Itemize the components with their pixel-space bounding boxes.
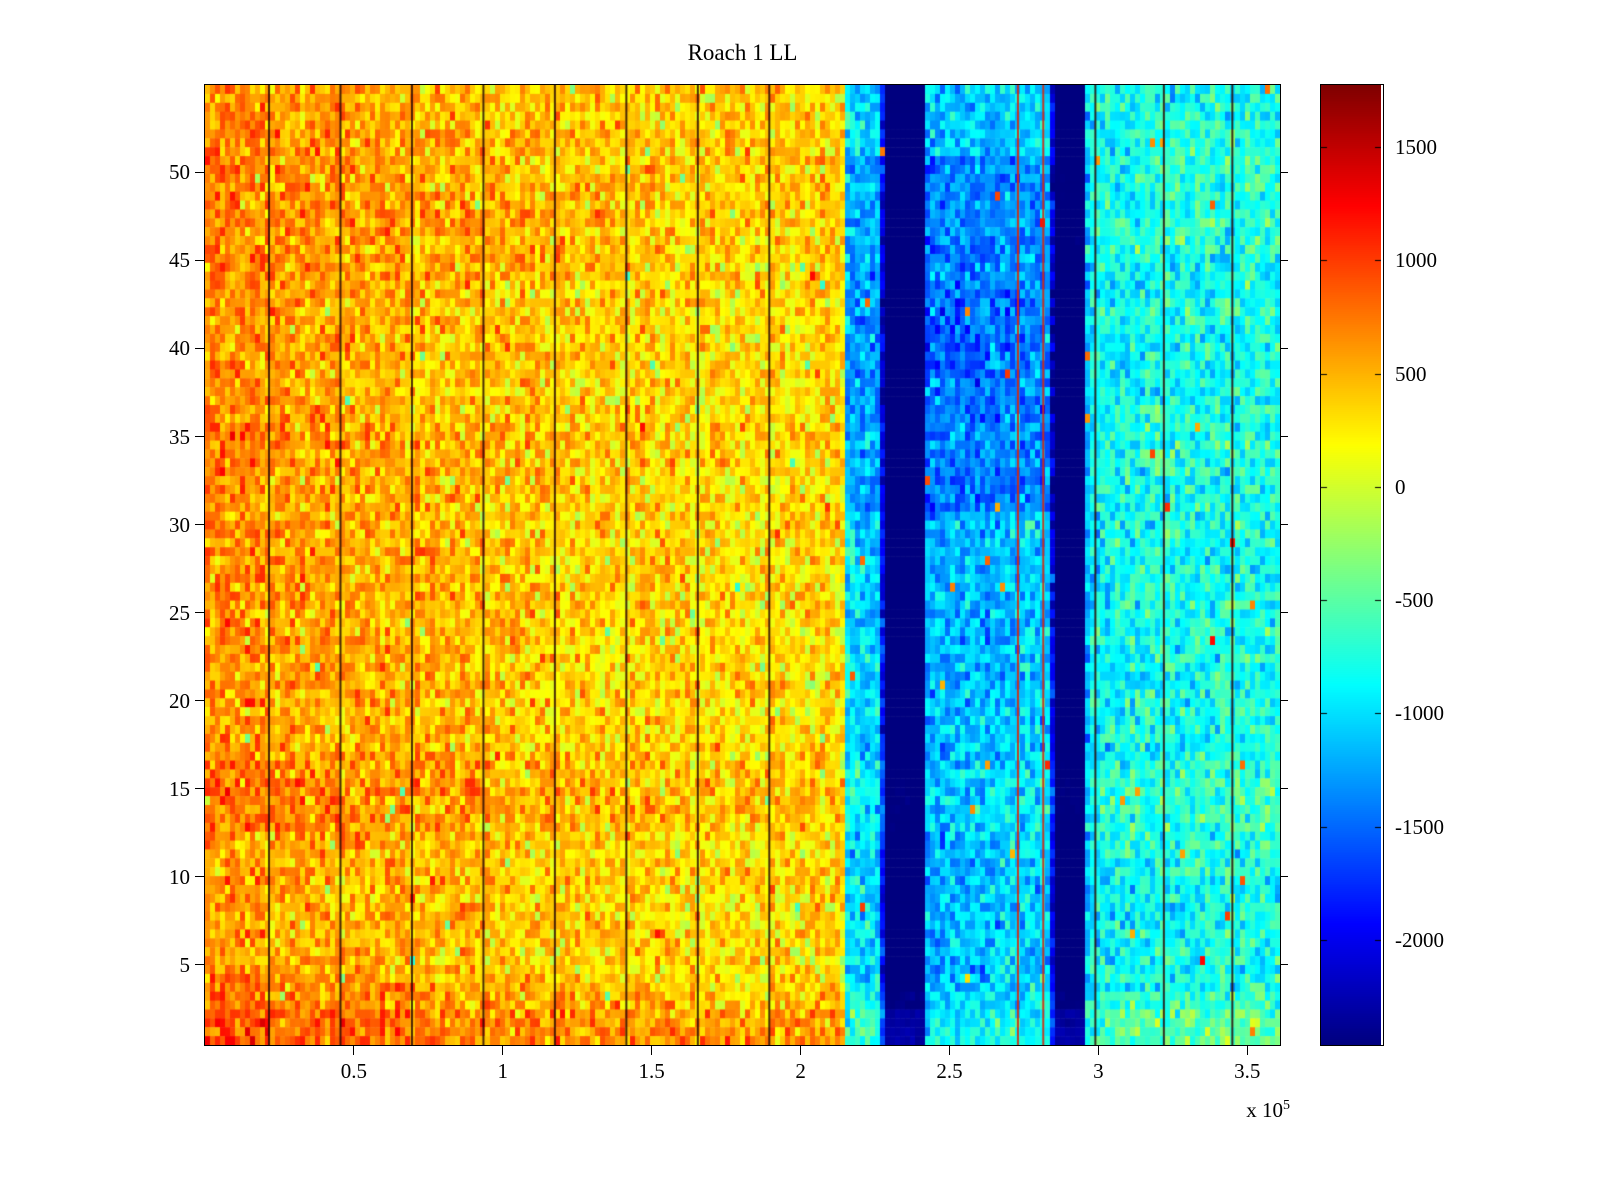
colorbar-tick-label: 1000 [1395, 248, 1437, 273]
x-tick-mark [1246, 1046, 1248, 1055]
y-tick-mark-right [1281, 612, 1288, 614]
y-tick-mark [195, 964, 204, 966]
colorbar-tick-label: -500 [1395, 588, 1434, 613]
y-tick-mark-right [1281, 964, 1288, 966]
x-tick-label: 3.5 [1234, 1059, 1261, 1083]
colorbar-tick-label: 500 [1395, 361, 1427, 386]
y-tick-mark [195, 876, 204, 878]
y-tick-mark-right [1281, 788, 1288, 790]
y-tick-label: 50 [169, 160, 190, 185]
y-tick-label: 10 [169, 864, 190, 889]
x-tick-mark [651, 1046, 653, 1055]
y-tick-mark-right [1281, 259, 1288, 261]
colorbar-tick-label: -1500 [1395, 814, 1444, 839]
x-tick-label: 2.5 [936, 1059, 963, 1083]
chart-title: Roach 1 LL [687, 40, 798, 65]
x-axis-exponent-prefix: x 10 [1246, 1098, 1283, 1122]
colorbar-canvas [1321, 85, 1381, 1045]
y-tick-mark-right [1281, 700, 1288, 702]
y-tick-mark-right [1281, 876, 1288, 878]
x-tick-mark [948, 1046, 950, 1055]
y-tick-label: 30 [169, 512, 190, 537]
heatmap-canvas [205, 85, 1280, 1045]
x-tick-label: 0.5 [340, 1059, 368, 1083]
x-axis-exponent-label: x 105 [1180, 1098, 1290, 1123]
y-tick-mark [195, 612, 204, 614]
y-tick-mark [195, 347, 204, 349]
colorbar-tick-label: -2000 [1395, 927, 1444, 952]
y-tick-label: 25 [169, 600, 190, 625]
y-tick-mark-right [1281, 436, 1288, 437]
x-tick-label: 3 [1093, 1059, 1104, 1083]
y-tick-mark [195, 171, 204, 173]
y-tick-mark-right [1281, 347, 1288, 349]
colorbar-tick-label: -1000 [1395, 701, 1444, 726]
y-tick-mark [195, 436, 204, 437]
x-tick-mark [502, 1046, 504, 1055]
x-tick-label: 1.5 [638, 1059, 665, 1083]
y-tick-mark [195, 788, 204, 790]
x-tick-label: 2 [795, 1059, 806, 1083]
x-tick-mark [353, 1046, 355, 1055]
y-tick-label: 5 [179, 952, 191, 977]
y-tick-mark-right [1281, 171, 1288, 173]
y-tick-label: 15 [169, 776, 190, 801]
y-tick-mark-right [1281, 524, 1288, 526]
y-tick-label: 45 [169, 248, 190, 273]
y-tick-mark [195, 700, 204, 702]
y-tick-mark [195, 524, 204, 526]
y-tick-label: 20 [169, 688, 190, 713]
colorbar-tick-label: 0 [1395, 474, 1406, 499]
x-tick-mark [1097, 1046, 1099, 1055]
y-tick-mark [195, 259, 204, 261]
x-tick-mark [800, 1046, 802, 1055]
y-tick-label: 35 [169, 424, 190, 449]
colorbar-tick-label: 1500 [1395, 135, 1437, 160]
x-tick-label: 1 [497, 1059, 509, 1083]
x-axis-exponent-value: 5 [1283, 1098, 1290, 1113]
y-tick-label: 40 [169, 336, 190, 361]
